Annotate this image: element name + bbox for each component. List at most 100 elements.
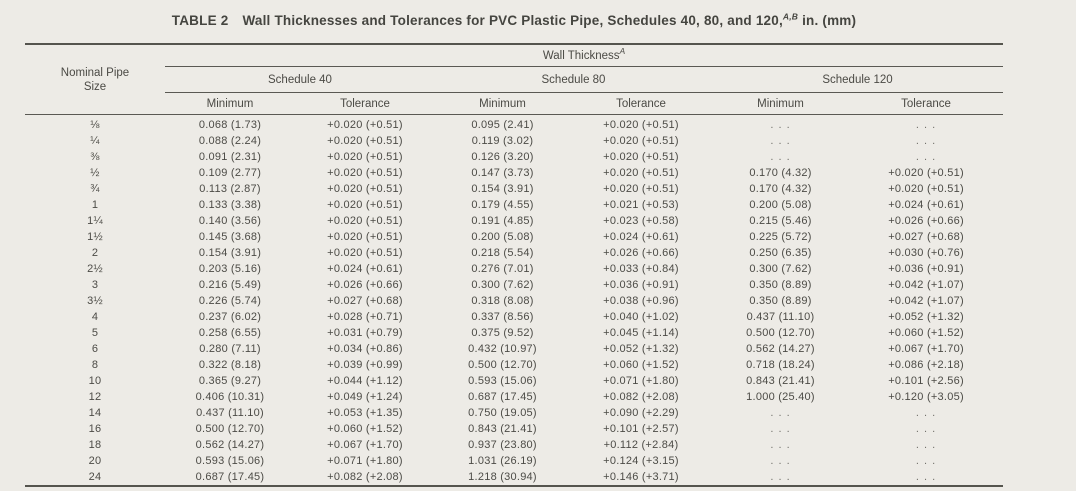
table-row: 3 0.216 (5.49) +0.026 (+0.66) 0.300 (7.62) +… [25,277,1003,293]
row-nominal-size: 8 [91,359,99,371]
cell-value: 0.437 (11.10) [746,311,815,323]
table-row: ⅜ 0.091 (2.31) +0.020 (+0.51) 0.126 (3.20) +… [25,149,1003,165]
row-nominal-size: ⅜ [90,151,100,163]
row-nominal-size: 24 [88,471,102,483]
table-number-label: TABLE 2 [171,13,229,28]
row-nominal-size: 10 [88,375,102,387]
cell-value: 0.109 (2.77) [198,167,262,179]
table-header: Nominal Pipe Size Wall ThicknessA Schedu… [25,44,1004,115]
cell-value: +0.045 (+1.14) [603,327,679,339]
cell-value: +0.020 (+0.51) [603,135,679,147]
cell-value: +0.030 (+0.76) [888,247,964,259]
header-schedule-120: Schedule 120 [712,66,1004,93]
cell-value: +0.020 (+0.51) [603,151,679,163]
cell-value: 0.258 (6.55) [198,327,262,339]
cell-value: 0.406 (10.31) [195,391,265,403]
cell-value: +0.024 (+0.61) [327,263,403,275]
cell-value: +0.020 (+0.51) [327,119,403,131]
cell-value: 0.375 (9.52) [471,327,534,339]
row-nominal-size: 16 [88,423,102,435]
cell-value: 0.119 (3.02) [471,135,534,147]
cell-value: +0.090 (+2.29) [603,407,679,419]
row-nominal-size: 2 [91,247,99,259]
cell-value: +0.036 (+0.91) [603,279,679,291]
cell-value: 0.322 (8.18) [198,359,262,371]
cell-value: 0.500 (12.70) [746,327,815,339]
table-row: 2 0.154 (3.91) +0.020 (+0.51) 0.218 (5.54) +… [25,245,1003,261]
table-row: ½ 0.109 (2.77) +0.020 (+0.51) 0.147 (3.73) +… [25,165,1003,181]
cell-value: +0.024 (+0.61) [603,231,679,243]
cell-value: 0.843 (21.41) [746,375,815,387]
table-row: 20 0.593 (15.06) +0.071 (+1.80) 1.031 (26.1… [25,453,1003,469]
cell-value: . . . [915,439,937,451]
cell-value: +0.067 (+1.70) [327,439,403,451]
cell-value: +0.020 (+0.51) [327,167,403,179]
cell-value: 0.226 (5.74) [198,295,262,307]
cell-value: +0.060 (+1.52) [327,423,403,435]
table-title-footnote-ref: A,B [782,11,799,22]
header-wall-thickness: Wall ThicknessA [165,44,1004,67]
cell-value: +0.071 (+1.80) [327,455,403,467]
cell-value: +0.020 (+0.51) [327,199,403,211]
cell-value: +0.020 (+0.51) [888,167,964,179]
subheader-sch40-tolerance: Tolerance [295,92,435,115]
cell-value: 1.031 (26.19) [468,455,537,467]
table-row: 1 0.133 (3.38) +0.020 (+0.51) 0.179 (4.55) +… [25,197,1003,213]
cell-value: 0.126 (3.20) [471,151,534,163]
cell-value: +0.060 (+1.52) [603,359,679,371]
cell-value: 0.687 (17.45) [468,391,537,403]
cell-value: 0.300 (7.62) [749,263,812,275]
cell-value: 0.562 (14.27) [195,439,265,451]
cell-value: . . . [915,119,937,131]
cell-value: 0.225 (5.72) [749,231,812,243]
cell-value: +0.020 (+0.51) [603,119,679,131]
cell-value: +0.112 (+2.84) [603,439,679,451]
cell-value: +0.060 (+1.52) [888,327,964,339]
cell-value: +0.044 (+1.12) [327,375,403,387]
cell-value: +0.020 (+0.51) [327,247,403,259]
table-row: 1½ 0.145 (3.68) +0.020 (+0.51) 0.200 (5.08)… [25,229,1003,245]
subheader-sch80-minimum: Minimum [435,92,570,115]
cell-value: +0.101 (+2.56) [888,375,964,387]
row-nominal-size: 4 [91,311,99,323]
cell-value: +0.031 (+0.79) [327,327,403,339]
cell-value: . . . [770,423,791,435]
cell-value: +0.053 (+1.35) [327,407,403,419]
cell-value: 0.593 (15.06) [468,375,537,387]
cell-value: 0.200 (5.08) [749,199,812,211]
table-row: 8 0.322 (8.18) +0.039 (+0.99) 0.500 (12.70)… [25,357,1003,373]
row-nominal-size: ⅛ [90,119,100,131]
row-nominal-size: ½ [90,167,100,179]
cell-value: +0.038 (+0.96) [603,295,679,307]
cell-value: 0.562 (14.27) [746,343,815,355]
cell-value: . . . [915,151,937,163]
pipe-wall-thickness-table: Nominal Pipe Size Wall ThicknessA Schedu… [25,43,1004,487]
row-nominal-size: 1½ [87,231,103,243]
cell-value: +0.082 (+2.08) [327,471,403,483]
cell-value: 0.191 (4.85) [471,215,534,227]
cell-value: 0.276 (7.01) [471,263,534,275]
cell-value: 0.593 (15.06) [195,455,265,467]
table-row: 3½ 0.226 (5.74) +0.027 (+0.68) 0.318 (8.08)… [25,293,1003,309]
row-nominal-size: 3½ [87,295,103,307]
cell-value: 0.154 (3.91) [471,183,534,195]
cell-value: . . . [770,471,791,483]
table-row: 18 0.562 (14.27) +0.067 (+1.70) 0.937 (23.8… [25,437,1003,453]
table-row: 5 0.258 (6.55) +0.031 (+0.79) 0.375 (9.52) +… [25,325,1003,341]
cell-value: +0.020 (+0.51) [603,167,679,179]
cell-value: . . . [915,455,937,467]
cell-value: +0.020 (+0.51) [603,183,679,195]
cell-value: 1.218 (30.94) [468,471,537,483]
cell-value: +0.026 (+0.66) [603,247,679,259]
subheader-sch120-minimum: Minimum [712,92,849,115]
cell-value: +0.071 (+1.80) [603,375,679,387]
cell-value: 0.937 (23.80) [468,439,537,451]
table-row: 24 0.687 (17.45) +0.082 (+2.08) 1.218 (30.9… [25,469,1003,486]
cell-value: 0.318 (8.08) [471,295,534,307]
cell-value: +0.028 (+0.71) [327,311,403,323]
table-row: 16 0.500 (12.70) +0.060 (+1.52) 0.843 (21.4… [25,421,1003,437]
cell-value: 0.843 (21.41) [468,423,537,435]
table-row: ¾ 0.113 (2.87) +0.020 (+0.51) 0.154 (3.91) +… [25,181,1003,197]
cell-value: +0.020 (+0.51) [327,215,403,227]
table-row: 1¼ 0.140 (3.56) +0.020 (+0.51) 0.191 (4.85)… [25,213,1003,229]
